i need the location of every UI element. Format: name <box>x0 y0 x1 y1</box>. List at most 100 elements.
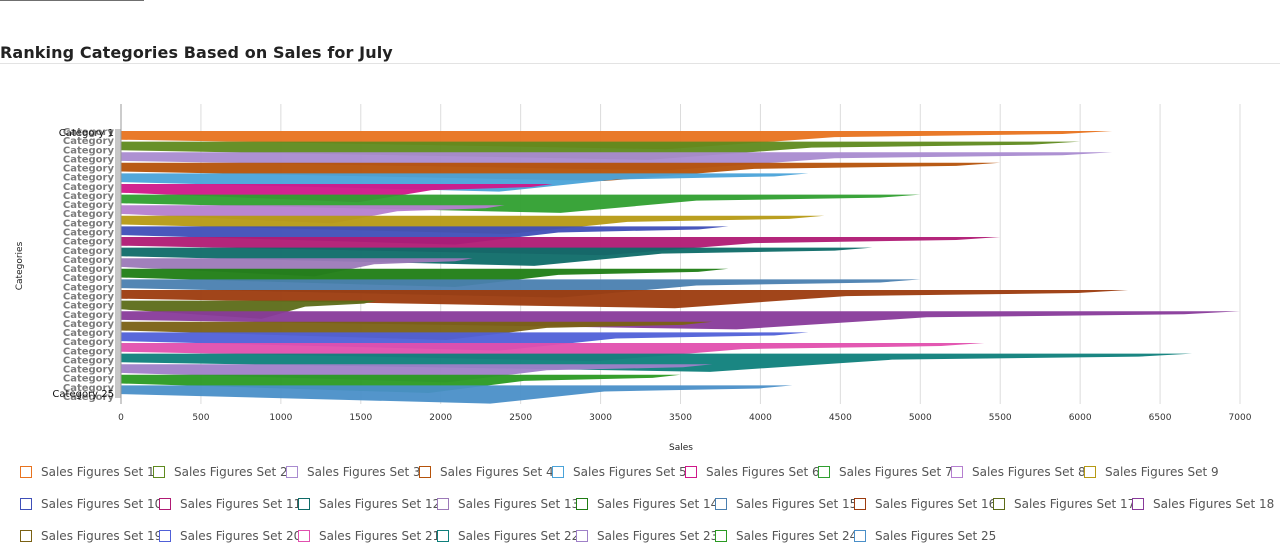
legend-label: Sales Figures Set 8 <box>972 465 1086 479</box>
y-tick-label-clutter: Category <box>63 154 115 165</box>
y-tick-label-clutter: Category <box>63 200 115 211</box>
legend-swatch <box>951 466 963 478</box>
bar-series-22 <box>121 353 1193 372</box>
legend-item-17[interactable]: Sales Figures Set 17 <box>993 496 1135 512</box>
x-tick-label: 500 <box>192 413 209 423</box>
legend-item-20[interactable]: Sales Figures Set 20 <box>159 528 301 544</box>
legend-item-3[interactable]: Sales Figures Set 3 <box>286 464 421 480</box>
legend-item-12[interactable]: Sales Figures Set 12 <box>298 496 440 512</box>
legend-swatch <box>286 466 298 478</box>
bar-series-9 <box>121 215 825 235</box>
bar-series-20 <box>121 332 809 351</box>
legend-swatch <box>159 498 171 510</box>
x-tick-label: 7000 <box>1229 413 1252 423</box>
bar-series-5 <box>121 173 809 192</box>
legend-item-1[interactable]: Sales Figures Set 1 <box>20 464 155 480</box>
legend-item-13[interactable]: Sales Figures Set 13 <box>437 496 579 512</box>
legend-label: Sales Figures Set 16 <box>875 497 997 511</box>
y-axis-title: Categories <box>15 241 25 290</box>
bar-series-21 <box>121 343 985 362</box>
y-tick-label-clutter: Category <box>63 383 115 394</box>
legend-item-10[interactable]: Sales Figures Set 10 <box>20 496 162 512</box>
legend-swatch <box>993 498 1005 510</box>
legend-label: Sales Figures Set 23 <box>597 529 719 543</box>
legend-item-5[interactable]: Sales Figures Set 5 <box>552 464 687 480</box>
legend-label: Sales Figures Set 2 <box>174 465 288 479</box>
y-tick-label-clutter: Category <box>63 127 115 138</box>
legend-item-4[interactable]: Sales Figures Set 4 <box>419 464 554 480</box>
legend-item-7[interactable]: Sales Figures Set 7 <box>818 464 953 480</box>
legend-item-25[interactable]: Sales Figures Set 25 <box>854 528 996 544</box>
bar-series-19 <box>121 321 713 341</box>
bar-series-1 <box>121 131 1113 150</box>
bar-series-24 <box>121 374 681 394</box>
legend-label: Sales Figures Set 18 <box>1153 497 1275 511</box>
bar-series-3 <box>121 152 1113 171</box>
x-tick-label: 4500 <box>829 413 852 423</box>
y-tick-label-clutter: Category <box>63 374 115 385</box>
legend-swatch <box>576 498 588 510</box>
bar-series-10 <box>121 226 729 245</box>
y-tick-label-first: Category 1 <box>59 128 114 139</box>
legend-item-15[interactable]: Sales Figures Set 15 <box>715 496 857 512</box>
legend-label: Sales Figures Set 5 <box>573 465 687 479</box>
legend-swatch <box>854 530 866 542</box>
y-tick-label-clutter: Category <box>63 218 115 229</box>
y-tick-label-clutter: Category <box>63 136 115 147</box>
legend-item-22[interactable]: Sales Figures Set 22 <box>437 528 579 544</box>
legend-label: Sales Figures Set 15 <box>736 497 858 511</box>
y-tick-label-clutter: Category <box>63 282 115 293</box>
bar-series-18 <box>121 311 1240 330</box>
bar-series-25 <box>121 385 793 404</box>
bar-series-13 <box>121 258 473 277</box>
legend-item-16[interactable]: Sales Figures Set 16 <box>854 496 996 512</box>
bar-series-12 <box>121 247 873 266</box>
y-tick-label-clutter: Category <box>63 255 115 266</box>
legend-label: Sales Figures Set 6 <box>706 465 820 479</box>
legend-label: Sales Figures Set 19 <box>41 529 163 543</box>
legend-swatch <box>20 466 32 478</box>
x-tick-label: 2500 <box>509 413 532 423</box>
bar-series-4 <box>121 162 1001 182</box>
legend-item-21[interactable]: Sales Figures Set 21 <box>298 528 440 544</box>
legend-item-8[interactable]: Sales Figures Set 8 <box>951 464 1086 480</box>
top-divider <box>0 0 144 1</box>
y-tick-label-clutter: Category <box>63 337 115 348</box>
legend-label: Sales Figures Set 21 <box>319 529 441 543</box>
y-tick-label-clutter: Category <box>63 319 115 330</box>
bar-series-6 <box>121 184 553 203</box>
legend-label: Sales Figures Set 3 <box>307 465 421 479</box>
legend-swatch <box>715 530 727 542</box>
legend-item-9[interactable]: Sales Figures Set 9 <box>1084 464 1219 480</box>
x-tick-label: 5000 <box>909 413 932 423</box>
legend-item-11[interactable]: Sales Figures Set 11 <box>159 496 301 512</box>
legend-item-19[interactable]: Sales Figures Set 19 <box>20 528 162 544</box>
title-divider <box>0 63 1280 64</box>
y-tick-label-last: Category 25 <box>52 389 114 400</box>
legend-item-2[interactable]: Sales Figures Set 2 <box>153 464 288 480</box>
legend-swatch <box>818 466 830 478</box>
y-tick-label-clutter: Category <box>63 237 115 248</box>
legend-item-18[interactable]: Sales Figures Set 18 <box>1132 496 1274 512</box>
y-tick-label-clutter: Category <box>63 365 115 376</box>
y-tick-label-clutter: Category <box>63 182 115 193</box>
legend-item-23[interactable]: Sales Figures Set 23 <box>576 528 718 544</box>
bar-series-23 <box>121 364 713 383</box>
legend-swatch <box>20 498 32 510</box>
bar-series-8 <box>121 205 505 224</box>
legend-label: Sales Figures Set 7 <box>839 465 953 479</box>
bar-series-15 <box>121 279 921 298</box>
y-tick-label-clutter: Category <box>63 291 115 302</box>
legend-item-14[interactable]: Sales Figures Set 14 <box>576 496 718 512</box>
legend-swatch <box>685 466 697 478</box>
y-tick-label-clutter: Category <box>63 346 115 357</box>
legend-label: Sales Figures Set 11 <box>180 497 302 511</box>
y-tick-label-clutter: Category <box>63 301 115 312</box>
x-tick-label: 3000 <box>589 413 612 423</box>
x-tick-label: 0 <box>118 413 124 423</box>
legend-label: Sales Figures Set 25 <box>875 529 997 543</box>
legend-swatch <box>1084 466 1096 478</box>
y-tick-label-clutter: Category <box>63 145 115 156</box>
legend-item-6[interactable]: Sales Figures Set 6 <box>685 464 820 480</box>
legend-item-24[interactable]: Sales Figures Set 24 <box>715 528 857 544</box>
